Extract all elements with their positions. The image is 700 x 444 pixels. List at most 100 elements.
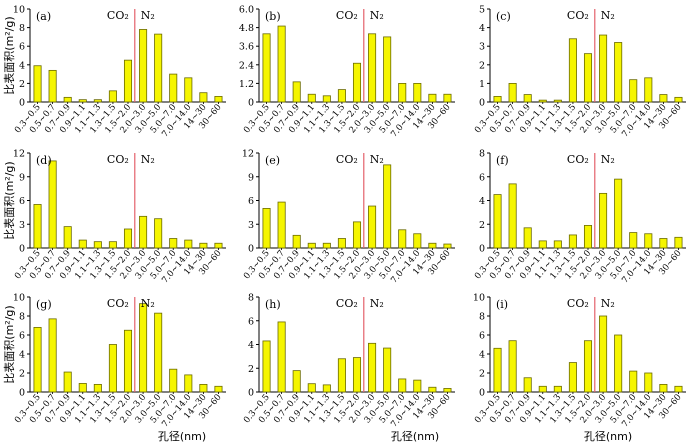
bar: [214, 385, 223, 393]
bar: [352, 357, 362, 393]
bar: [428, 386, 437, 393]
y-tick-label: 3: [19, 220, 25, 231]
y-tick-label: 1.2: [239, 79, 254, 90]
gas-label-co2: CO₂: [336, 297, 358, 310]
panel-label: (c): [496, 10, 511, 23]
y-tick-label: 6: [19, 42, 25, 53]
bar: [214, 242, 223, 249]
panel-c: 0123450.3~0.50.5~0.70.7~0.90.9~1.11.1~1.…: [473, 5, 686, 140]
bar: [443, 388, 452, 393]
y-tick-label: 4: [479, 23, 485, 34]
bar: [553, 99, 562, 103]
bar: [659, 94, 668, 103]
y-tick-label: 0: [19, 98, 25, 109]
bar: [538, 385, 547, 393]
bar: [508, 183, 517, 249]
bar: [337, 238, 346, 249]
y-tick-label: 9: [19, 172, 25, 183]
bar: [108, 90, 117, 103]
gas-label-co2: CO₂: [567, 9, 589, 22]
bar: [553, 240, 562, 249]
bar: [337, 89, 346, 103]
panel-label: (a): [36, 10, 51, 23]
gas-label-co2: CO₂: [107, 153, 129, 166]
bar: [184, 239, 193, 249]
y-tick-label: 12: [13, 149, 25, 160]
bar: [139, 215, 148, 249]
bar: [93, 241, 102, 249]
gas-label-n2: N₂: [601, 153, 615, 166]
bar: [292, 370, 301, 393]
bar: [629, 79, 638, 103]
bar: [199, 383, 208, 393]
gas-label-n2: N₂: [141, 297, 155, 310]
bar: [523, 377, 532, 393]
bar: [123, 228, 133, 249]
y-tick-label: 0: [248, 244, 254, 255]
bar: [383, 347, 392, 393]
bar: [262, 33, 271, 103]
panel-d: 0369120.3~0.50.5~0.70.7~0.90.9~1.11.1~1.…: [13, 149, 226, 286]
bar: [262, 208, 271, 249]
bar: [322, 384, 331, 393]
bar: [599, 34, 608, 103]
y-axis-title: 比表面积(m²/g): [2, 16, 16, 94]
bar: [123, 329, 133, 393]
y-tick-label: 8: [19, 23, 25, 34]
y-tick-label: 8: [19, 312, 25, 323]
y-tick-label: 0: [248, 388, 254, 399]
y-tick-label: 6: [248, 196, 254, 207]
bar: [48, 160, 57, 249]
bar: [629, 232, 638, 249]
y-tick-label: 2: [479, 60, 485, 71]
bar: [154, 218, 163, 249]
y-tick-label: 2: [248, 364, 254, 375]
panel-i: 02468100.3~0.50.5~0.70.7~0.90.9~1.11.1~1…: [473, 293, 686, 430]
bar: [33, 326, 42, 393]
bar: [63, 226, 72, 249]
bar: [63, 96, 72, 103]
y-axis-title: 比表面积(m²/g): [2, 305, 16, 383]
bar: [307, 93, 316, 103]
y-tick-label: 10: [473, 293, 485, 304]
bar: [277, 25, 286, 103]
gas-label-co2: CO₂: [336, 153, 358, 166]
y-tick-label: 4: [19, 60, 25, 71]
bar: [644, 372, 653, 393]
y-tick-label: 2: [19, 79, 25, 90]
bar: [169, 73, 178, 103]
bar: [614, 178, 623, 249]
bar: [93, 383, 102, 393]
y-tick-label: 0: [19, 388, 25, 399]
bar: [78, 383, 87, 393]
gas-label-n2: N₂: [601, 297, 615, 310]
bar: [184, 77, 193, 103]
gas-label-n2: N₂: [370, 297, 384, 310]
bar: [277, 321, 286, 393]
bar: [568, 234, 577, 249]
bar: [352, 221, 362, 249]
gas-label-co2: CO₂: [567, 297, 589, 310]
x-axis-title-col-3: 孔径(nm): [583, 430, 633, 443]
panel-b: 01.22.43.64.86.00.3~0.50.5~0.70.7~0.90.9…: [239, 5, 455, 140]
panel-h: 024680.3~0.50.5~0.70.7~0.90.9~1.11.1~1.3…: [242, 293, 455, 430]
bar: [108, 344, 117, 393]
panel-e: 0369120.3~0.50.5~0.70.7~0.90.9~1.11.1~1.…: [242, 149, 455, 286]
gas-label-n2: N₂: [370, 9, 384, 22]
y-axis-title: 比表面积(m²/g): [2, 161, 16, 239]
bar: [108, 241, 117, 249]
y-tick-label: 6: [479, 172, 485, 183]
bar: [368, 33, 377, 103]
y-tick-label: 10: [13, 5, 25, 16]
bar: [599, 315, 608, 393]
y-tick-label: 6: [248, 316, 254, 327]
bar: [322, 95, 331, 103]
bar: [413, 233, 422, 249]
bar: [78, 239, 87, 249]
bar: [139, 303, 148, 393]
bar: [553, 385, 562, 393]
bar: [383, 164, 392, 249]
panel-label: (i): [496, 298, 508, 311]
bar: [307, 242, 316, 249]
gas-label-co2: CO₂: [567, 153, 589, 166]
